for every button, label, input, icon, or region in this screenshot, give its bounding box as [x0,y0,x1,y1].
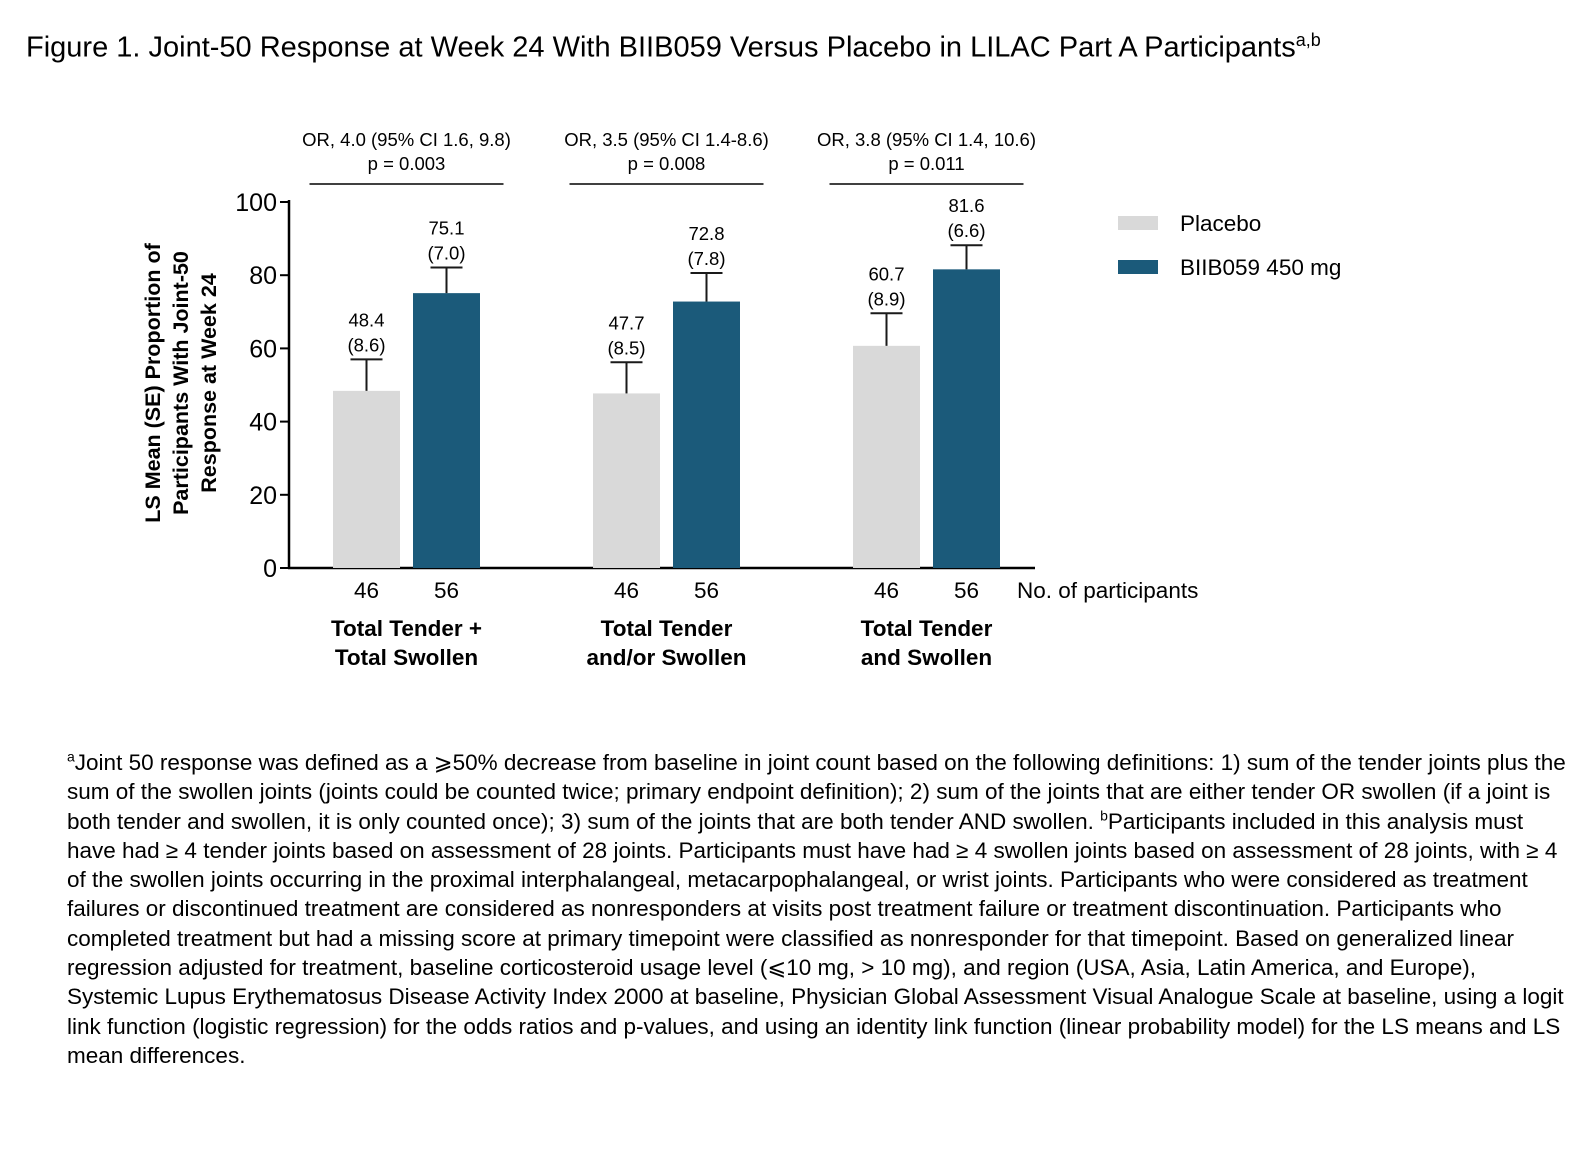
y-tick-label: 0 [263,555,277,583]
footnote-b-mark: b [1100,807,1108,824]
bar-value-label: 60.7 [868,263,904,284]
footnote-a-mark: a [67,748,75,765]
bar-biib059 [673,301,740,568]
participant-count-label: 56 [434,578,459,603]
p-value-label: p = 0.008 [628,153,706,174]
y-axis-title-line: Participants With Joint-50 [169,251,193,515]
participant-count-label: 56 [694,578,719,603]
odds-ratio-label: OR, 4.0 (95% CI 1.6, 9.8) [302,129,511,150]
participant-count-label: 46 [614,578,639,603]
legend-swatch-placebo [1118,216,1158,230]
y-tick-label: 60 [249,335,277,363]
y-tick-label: 80 [249,262,277,290]
figure-title: Figure 1. Joint-50 Response at Week 24 W… [26,30,1321,65]
bar-value-label: 72.8 [688,223,724,244]
bar-se-label: (8.9) [867,288,905,309]
bar-se-label: (8.5) [607,337,645,358]
bar-chart: 0 20 40 60 80 100 LS Mean (SE) Proportion of Pa… [141,129,1341,670]
category-label-line: and/or Swollen [586,645,746,670]
legend-swatch-biib059 [1118,260,1158,274]
y-tick-label: 100 [235,189,277,217]
odds-ratio-label: OR, 3.8 (95% CI 1.4, 10.6) [817,129,1036,150]
footnote: aJoint 50 response was defined as a ⩾50%… [67,748,1567,1070]
bar-placebo [853,345,920,568]
y-tick-label: 20 [249,482,277,510]
bar-value-label: 47.7 [608,312,644,333]
bar-biib059 [933,269,1000,568]
bar-se-label: (6.6) [947,220,985,241]
y-axis-title-line: Response at Week 24 [197,273,221,493]
category-label-line: Total Tender + [331,616,482,641]
bar-placebo [333,390,400,568]
bar-placebo [593,393,660,568]
legend-label: Placebo [1180,211,1261,236]
category-label-line: Total Tender [601,616,733,641]
footnote-b-text: Participants included in this analysis m… [67,808,1564,1068]
legend-label: BIIB059 450 mg [1180,255,1341,280]
category-label-line: Total Tender [861,616,993,641]
bar-value-label: 81.6 [948,195,984,216]
bar-value-label: 48.4 [348,309,384,330]
participant-count-label: 46 [354,578,379,603]
odds-ratio-label: OR, 3.5 (95% CI 1.4-8.6) [564,129,769,150]
category-label-line: Total Swollen [335,645,478,670]
participant-count-label: 46 [874,578,899,603]
bar-se-label: (7.8) [687,248,725,269]
p-value-label: p = 0.003 [368,153,446,174]
bar-value-label: 75.1 [428,218,464,239]
bar-se-label: (7.0) [427,243,465,264]
bar-biib059 [413,293,480,568]
footnote-a-text: Joint 50 response was defined as a ⩾50% … [67,750,1566,834]
category-label-line: and Swollen [861,645,992,670]
figure-title-superscript: a,b [1295,30,1321,50]
bar-se-label: (8.6) [347,334,385,355]
figure-title-text: Figure 1. Joint-50 Response at Week 24 W… [26,31,1296,64]
participant-count-label: 56 [954,578,979,603]
p-value-label: p = 0.011 [888,153,964,174]
participants-axis-label: No. of participants [1017,578,1198,603]
y-tick-label: 40 [249,409,277,437]
y-axis-title-line: LS Mean (SE) Proportion of [141,242,165,522]
